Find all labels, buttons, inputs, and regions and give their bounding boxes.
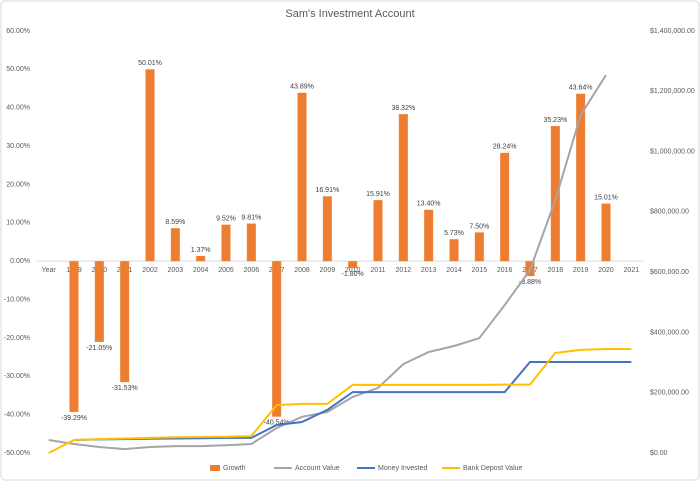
y-tick-label: -30.00%: [4, 373, 30, 380]
legend-label: Money Invested: [378, 465, 428, 472]
data-label: -3.88%: [519, 279, 541, 286]
line: [48, 74, 607, 451]
data-label: 15.01%: [594, 194, 618, 201]
legend-label: Bank Depost Value: [463, 465, 523, 472]
data-label: 9.52%: [216, 216, 236, 223]
legend-swatch: [210, 465, 220, 471]
bar: [373, 200, 383, 262]
y2-tick-label: $1,200,000.00: [650, 88, 695, 95]
bar: [424, 209, 434, 262]
y-tick-label: -40.00%: [4, 411, 30, 418]
bar: [474, 232, 484, 262]
data-label: -31.53%: [112, 385, 138, 392]
x-tick-label: 2014: [446, 267, 462, 274]
data-label: -1.80%: [342, 271, 364, 278]
x-tick-label: 2010: [345, 267, 361, 274]
data-label: 1.37%: [191, 247, 211, 254]
line: [73, 361, 632, 441]
bar: [550, 126, 560, 262]
x-tick-label: 2008: [294, 267, 310, 274]
data-label: 35.23%: [543, 117, 567, 124]
y2-tick-label: $1,000,000.00: [650, 148, 695, 155]
x-tick-label: 2019: [573, 267, 589, 274]
data-label: 7.50%: [469, 223, 489, 230]
y2-tick-label: $200,000.00: [650, 390, 689, 397]
x-tick-label: 2006: [244, 267, 260, 274]
y2-tick-label: $1,400,000.00: [650, 28, 695, 35]
data-label: 43.89%: [290, 84, 314, 91]
y-tick-label: 50.00%: [6, 66, 30, 73]
y2-tick-label: $400,000.00: [650, 329, 689, 336]
x-tick-label: 2018: [548, 267, 564, 274]
x-tick-label: 2013: [421, 267, 437, 274]
data-label: 15.91%: [366, 191, 390, 198]
bar: [120, 261, 130, 383]
x-tick-label: 2016: [497, 267, 513, 274]
data-label: 38.32%: [391, 105, 415, 112]
x-tick-label: 2002: [142, 267, 158, 274]
x-tick-label: 2020: [598, 267, 614, 274]
y-tick-label: -10.00%: [4, 296, 30, 303]
bar: [221, 224, 231, 262]
bar: [322, 196, 332, 262]
data-label: 8.59%: [165, 219, 185, 226]
y-tick-label: 20.00%: [6, 181, 30, 188]
bar: [398, 114, 408, 262]
y-tick-label: -50.00%: [4, 450, 30, 457]
x-tick-label: 2009: [320, 267, 336, 274]
bar: [246, 223, 256, 262]
data-label: 13.40%: [417, 201, 441, 208]
bar: [449, 239, 459, 262]
x-tick-label: Year: [42, 267, 57, 274]
data-label: 50.01%: [138, 60, 162, 67]
bar: [196, 255, 206, 262]
legend-label: Growth: [223, 465, 246, 472]
x-tick-label: 2021: [624, 267, 640, 274]
bar: [576, 93, 586, 262]
data-label: -40.54%: [264, 420, 290, 427]
x-tick-label: 2004: [193, 267, 209, 274]
legend-label: Account Value: [295, 465, 340, 472]
chart-title: Sam's Investment Account: [285, 8, 414, 20]
bar: [69, 261, 79, 412]
data-label: 9.81%: [241, 214, 261, 221]
bar: [272, 261, 282, 417]
x-tick-label: 2012: [396, 267, 412, 274]
y-tick-label: 60.00%: [6, 28, 30, 35]
y2-tick-label: $800,000.00: [650, 209, 689, 216]
bar: [94, 261, 104, 342]
bar: [601, 203, 611, 262]
y-tick-label: 10.00%: [6, 220, 30, 227]
data-label: 28.24%: [493, 144, 517, 151]
y-tick-label: -20.00%: [4, 335, 30, 342]
data-label: -39.29%: [61, 415, 87, 422]
bar: [500, 152, 510, 262]
bar: [348, 261, 358, 269]
data-label: 16.91%: [315, 187, 339, 194]
y-tick-label: 40.00%: [6, 105, 30, 112]
y2-tick-label: $600,000.00: [650, 269, 689, 276]
data-label: 43.64%: [569, 85, 593, 92]
data-label: 5.73%: [444, 230, 464, 237]
bar: [297, 92, 307, 262]
line: [48, 348, 632, 454]
bar: [170, 228, 180, 262]
y2-tick-label: $0.00: [650, 450, 668, 457]
x-tick-label: 2005: [218, 267, 234, 274]
y-tick-label: 0.00%: [10, 258, 30, 265]
data-label: -21.05%: [86, 345, 112, 352]
x-tick-label: 2003: [168, 267, 184, 274]
x-tick-label: 2011: [370, 267, 385, 274]
x-tick-label: 2015: [472, 267, 488, 274]
bar: [145, 69, 155, 262]
y-tick-label: 30.00%: [6, 143, 30, 150]
